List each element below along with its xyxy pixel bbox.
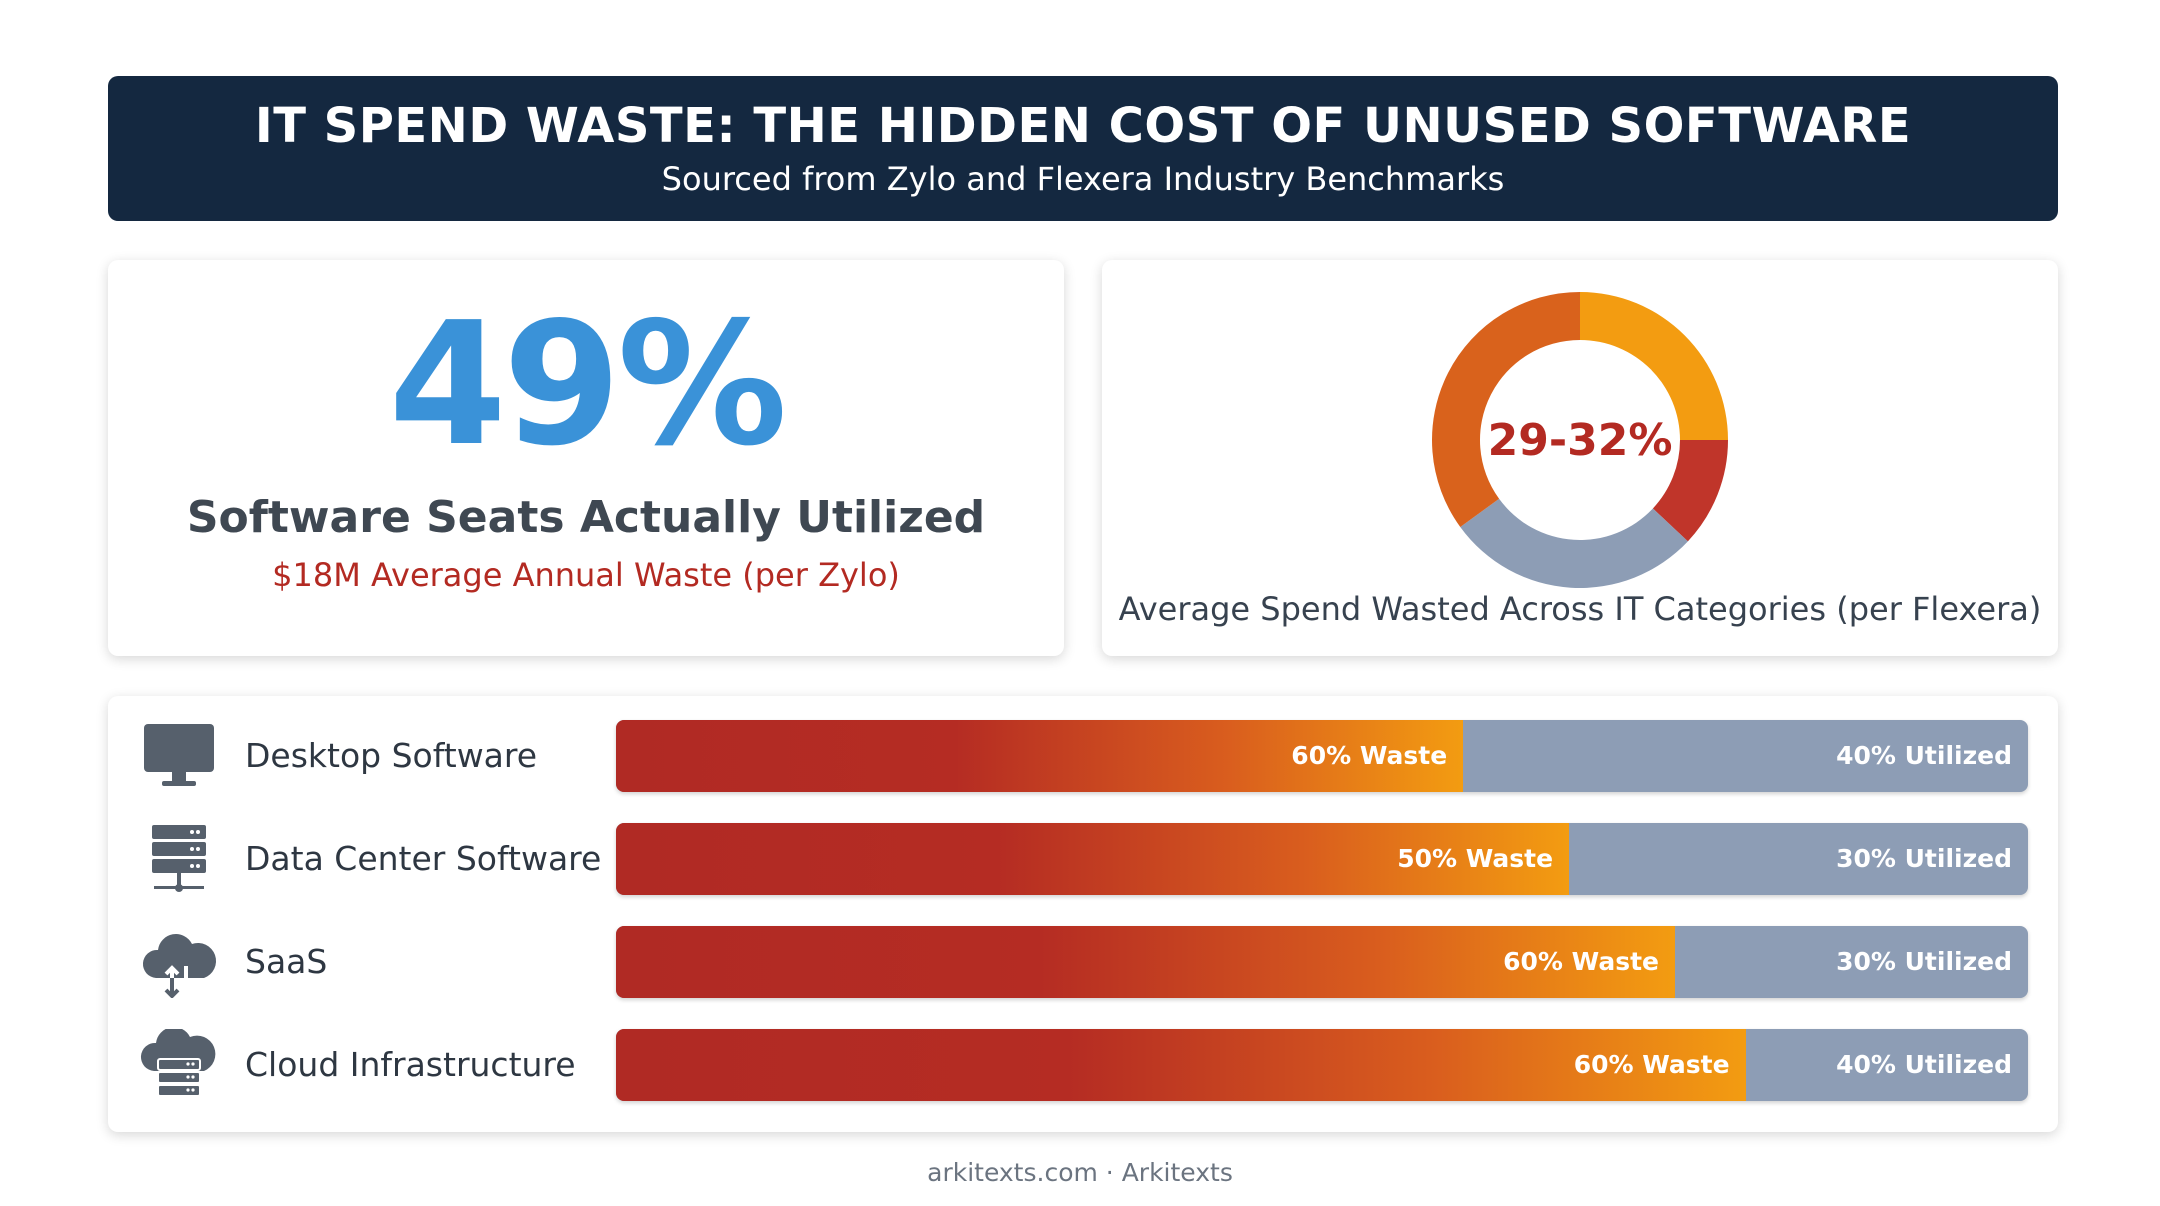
- waste-bar: [616, 1029, 1746, 1101]
- cloud-upload-icon: [134, 926, 224, 999]
- category-row: Desktop Software 60% Waste 40% Utilized: [108, 720, 2058, 792]
- waste-label: 50% Waste: [1397, 844, 1554, 873]
- category-row: Cloud Infrastructure 60% Waste 40% Utilize…: [108, 1027, 2058, 1101]
- utilization-stat: 49%: [388, 286, 788, 484]
- spend-wasted-card: 29-32% Average Spend Wasted Across IT Ca…: [1102, 260, 2058, 656]
- server-rack-icon: [134, 823, 224, 895]
- page-subtitle: Sourced from Zylo and Flexera Industry B…: [661, 160, 1505, 199]
- bar-track: 60% Waste 40% Utilized: [616, 720, 2028, 792]
- category-breakdown-card: Desktop Software 60% Waste 40% Utilized Dat…: [108, 696, 2058, 1132]
- donut-caption: Average Spend Wasted Across IT Categorie…: [1118, 590, 2042, 628]
- annual-waste-note: $18M Average Annual Waste (per Zylo): [272, 556, 900, 594]
- utilization-card: 49% Software Seats Actually Utilized $18…: [108, 260, 1064, 656]
- header-banner: IT SPEND WASTE: THE HIDDEN COST OF UNUSE…: [108, 76, 2058, 221]
- donut-slice-3: [1460, 498, 1688, 588]
- waste-label: 60% Waste: [1503, 947, 1659, 976]
- utilized-label: 30% Utilized: [1836, 844, 2012, 873]
- donut-center-label: 29-32%: [1487, 414, 1673, 466]
- spend-donut-chart: [1432, 292, 1728, 588]
- waste-bar: [616, 720, 1464, 792]
- category-label: Data Center Software: [245, 839, 602, 878]
- donut-slice-1: [1580, 292, 1728, 440]
- utilized-label: 30% Utilized: [1836, 947, 2012, 976]
- monitor-icon: [134, 720, 224, 792]
- bar-track: 60% Waste 30% Utilized: [616, 926, 2028, 998]
- donut-slice-2: [1652, 440, 1728, 542]
- footer-credit: arkitexts.com · Arkitexts: [927, 1158, 1233, 1187]
- utilization-label: Software Seats Actually Utilized: [186, 492, 986, 543]
- waste-label: 60% Waste: [1291, 741, 1448, 770]
- waste-bar: [616, 823, 1570, 895]
- waste-label: 60% Waste: [1573, 1050, 1730, 1079]
- utilized-label: 40% Utilized: [1836, 1050, 2012, 1079]
- bar-track: 60% Waste 40% Utilized: [616, 1029, 2028, 1101]
- category-row: Data Center Software 50% Waste 30% Utilize…: [108, 823, 2058, 895]
- utilized-label: 40% Utilized: [1836, 741, 2012, 770]
- category-label: Cloud Infrastructure: [245, 1045, 576, 1084]
- category-label: Desktop Software: [245, 736, 538, 775]
- cloud-server-icon: [134, 1027, 224, 1101]
- category-row: SaaS 60% Waste 30% Utilized: [108, 926, 2058, 999]
- page-title: IT SPEND WASTE: THE HIDDEN COST OF UNUSE…: [254, 97, 1912, 154]
- bar-track: 50% Waste 30% Utilized: [616, 823, 2028, 895]
- donut-slice-4: [1432, 292, 1580, 527]
- waste-bar: [616, 926, 1675, 998]
- category-label: SaaS: [245, 942, 328, 981]
